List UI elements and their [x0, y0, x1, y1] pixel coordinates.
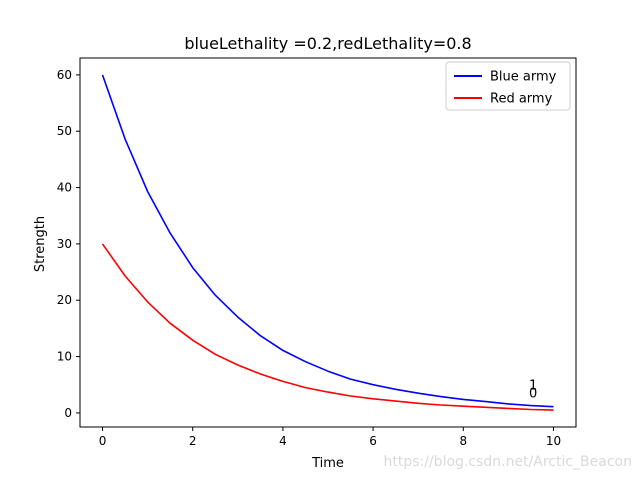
y-axis: 0 10 20 30 40 50 60	[57, 68, 80, 420]
x-tick-label: 6	[369, 434, 377, 448]
y-tick-label: 40	[57, 181, 72, 195]
annotation-label: 0	[529, 387, 537, 402]
plot-frame	[79, 57, 577, 428]
watermark-text: https://blog.csdn.net/Arctic_Beacon	[384, 454, 633, 470]
y-tick-label: 60	[57, 68, 72, 82]
x-axis-label: Time	[311, 456, 344, 471]
x-tick-label: 0	[99, 434, 107, 448]
x-tick-label: 10	[546, 434, 561, 448]
series-layer	[101, 74, 554, 411]
x-tick-label: 8	[459, 434, 467, 448]
x-tick-label: 4	[279, 434, 287, 448]
chart-title: blueLethality =0.2,redLethality=0.8	[184, 34, 471, 53]
y-axis-label: Strength	[33, 216, 48, 272]
x-tick-label: 2	[189, 434, 197, 448]
y-tick-label: 10	[57, 350, 72, 364]
y-tick-label: 50	[57, 124, 72, 138]
annotation-layer: 10	[529, 378, 537, 401]
annotation-label: 1	[529, 378, 537, 393]
series-line-red-army	[101, 243, 554, 411]
legend-label: Blue army	[490, 70, 557, 85]
legend-label: Red army	[490, 92, 553, 107]
legend: Blue army Red army	[445, 61, 571, 111]
y-tick-label: 30	[57, 237, 72, 251]
y-tick-label: 20	[57, 293, 72, 307]
y-tick-label: 0	[64, 406, 72, 420]
x-axis: 0 2 4 6 8 10	[99, 427, 561, 448]
series-line-blue-army	[101, 74, 554, 408]
